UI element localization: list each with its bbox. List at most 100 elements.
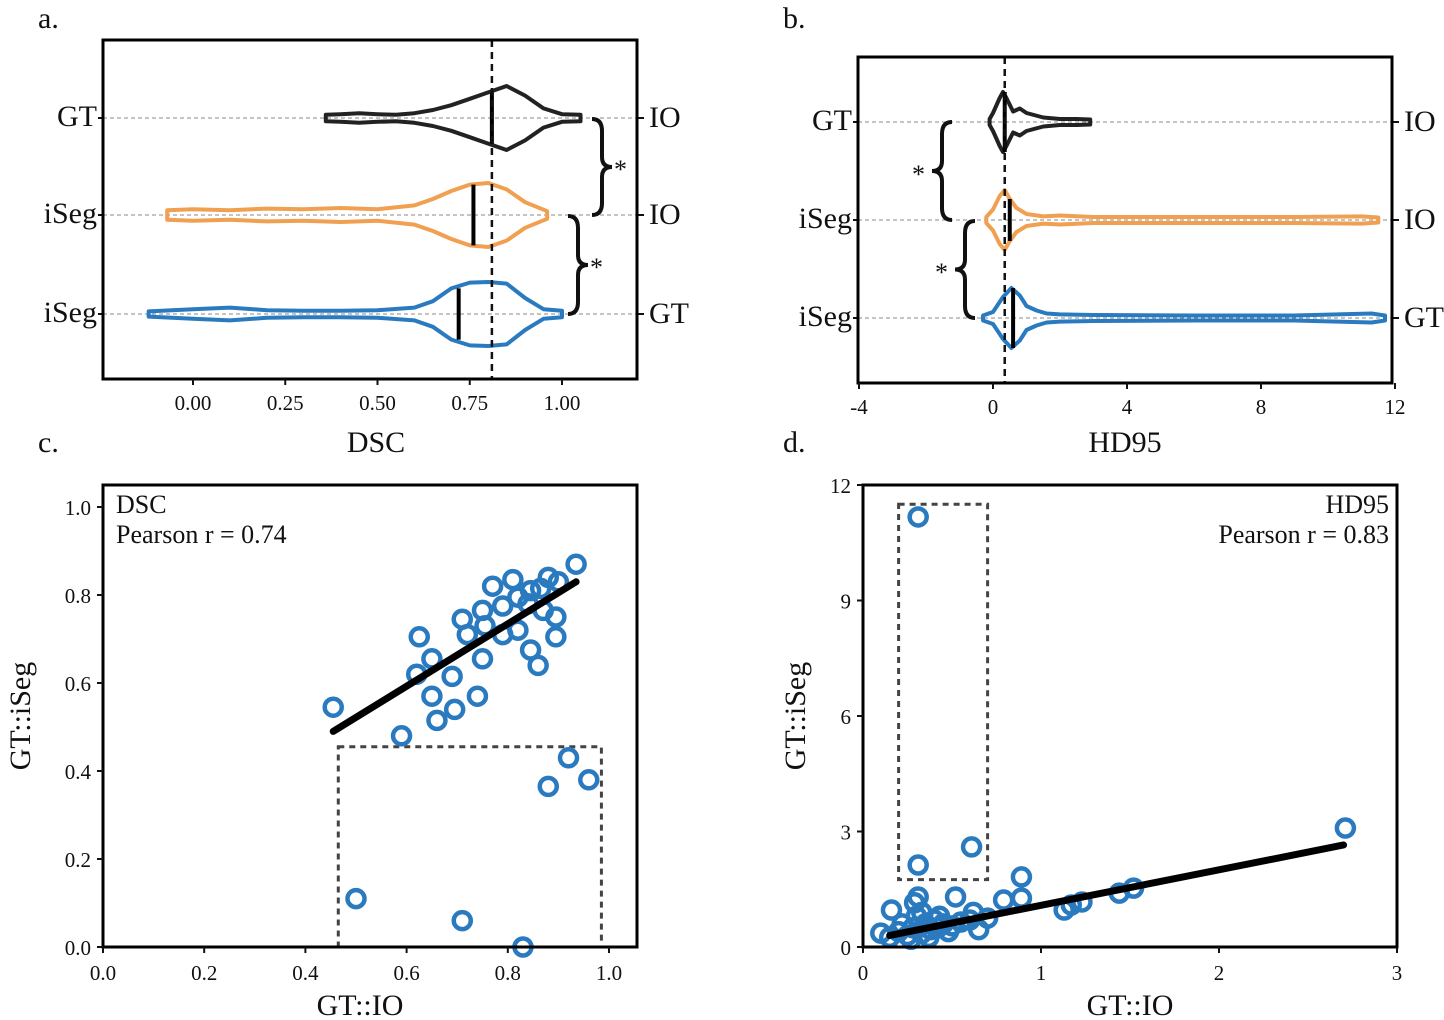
x-tick-label: 1.0 <box>596 961 622 985</box>
stat-annotation: HD95 <box>1325 490 1389 519</box>
significance-star: * <box>614 155 627 184</box>
x-tick-label: 4 <box>1122 395 1133 419</box>
outlier-box <box>897 502 990 882</box>
violin-blue <box>146 280 564 348</box>
data-point <box>390 725 413 747</box>
panel-label: c. <box>38 426 59 459</box>
data-point <box>960 836 983 858</box>
x-tick-label: 0.6 <box>393 961 419 985</box>
y-tick-label: 0.8 <box>65 584 91 608</box>
x-tick-label: 8 <box>1256 395 1267 419</box>
data-point <box>944 886 967 908</box>
data-point <box>322 696 344 718</box>
data-point <box>565 553 587 575</box>
panel-label: a. <box>38 2 59 35</box>
panel-label: d. <box>783 426 806 459</box>
row-label-right: GT <box>649 297 689 330</box>
x-tick-label: 0.8 <box>495 961 521 985</box>
x-axis-label: DSC <box>347 426 405 459</box>
data-point <box>502 568 524 591</box>
row-label-left: GT <box>812 104 852 137</box>
x-axis-label: GT::IO <box>1087 989 1174 1020</box>
x-tick-label: 0.4 <box>292 961 319 985</box>
x-tick-label: 0.00 <box>175 391 212 415</box>
row-label-left: iSeg <box>44 296 97 329</box>
y-tick-label: 0.4 <box>65 760 92 784</box>
y-axis-label: GT::iSeg <box>779 662 812 771</box>
significance-star: * <box>912 160 925 189</box>
row-label-left: iSeg <box>44 197 97 230</box>
x-tick-label: 0 <box>858 961 869 985</box>
data-point <box>907 854 929 876</box>
data-point <box>456 623 479 646</box>
stat-annotation: Pearson r = 0.83 <box>1218 520 1389 549</box>
data-point <box>519 579 542 602</box>
panel-label: b. <box>783 2 806 35</box>
data-point <box>557 747 580 769</box>
data-point <box>529 577 552 600</box>
data-point <box>992 889 1015 911</box>
y-tick-label: 0 <box>841 936 852 960</box>
data-point <box>1334 817 1357 839</box>
violin-blue <box>981 286 1387 350</box>
significance-brace <box>567 214 589 316</box>
y-axis-label: GT::iSeg <box>4 662 37 771</box>
row-label-right: IO <box>649 101 681 134</box>
data-point <box>451 909 474 932</box>
scatter-panel-c: c. 0.0 0.2 0.4 0.6 0.8 1.0 0.0 0.2 0.4 0.6 0.8 1.0 GT… <box>4 426 639 1020</box>
data-point <box>880 899 903 921</box>
data-point <box>426 709 448 732</box>
x-tick-label: 0.2 <box>191 961 217 985</box>
y-tick-label: 3 <box>841 821 852 845</box>
significance-brace <box>954 219 976 320</box>
row-label-left: iSeg <box>799 202 852 235</box>
data-point <box>545 606 567 628</box>
violin-orange <box>165 181 550 249</box>
row-label-right: IO <box>1404 203 1436 236</box>
x-tick-label: 1.00 <box>544 391 581 415</box>
stat-annotation: Pearson r = 0.74 <box>116 520 287 549</box>
x-axis-label: GT::IO <box>317 989 404 1020</box>
data-point <box>466 685 489 707</box>
stat-annotation: DSC <box>116 490 167 519</box>
row-label-left: iSeg <box>799 300 852 333</box>
x-tick-label: 12 <box>1385 395 1406 419</box>
data-point <box>1010 887 1033 909</box>
row-label-left: GT <box>57 100 97 133</box>
significance-brace <box>591 117 613 217</box>
x-tick-label: 3 <box>1392 961 1403 985</box>
data-point <box>421 685 443 707</box>
x-axis-label: HD95 <box>1088 426 1161 459</box>
plot-frame <box>101 483 639 949</box>
y-tick-label: 1.0 <box>65 496 91 520</box>
row-label-right: IO <box>649 198 681 231</box>
y-tick-label: 12 <box>830 474 851 498</box>
x-tick-label: 2 <box>1214 961 1225 985</box>
data-point <box>443 698 466 721</box>
y-tick-label: 0.6 <box>65 672 91 696</box>
row-label-right: IO <box>1404 105 1436 138</box>
data-point <box>481 575 504 597</box>
data-point <box>471 648 494 670</box>
plot-frame <box>861 483 1399 949</box>
x-tick-label: 0.0 <box>90 961 116 985</box>
x-tick-label: 1 <box>1036 961 1047 985</box>
y-tick-label: 0.0 <box>65 936 91 960</box>
data-point <box>545 626 567 648</box>
significance-star: * <box>590 253 603 282</box>
data-point <box>1010 866 1033 888</box>
row-label-right: GT <box>1404 301 1444 334</box>
data-point <box>527 654 549 677</box>
y-tick-label: 9 <box>841 590 852 614</box>
data-point <box>345 887 367 910</box>
x-tick-label: 0.25 <box>267 391 304 415</box>
violin-panel-a: a. GT IO iSeg IO iSeg GT 0.00 0.25 0.50 0.75 1.00 DS… <box>38 2 689 459</box>
plot-frame <box>101 38 639 381</box>
violin-black <box>323 84 583 152</box>
significance-star: * <box>935 258 948 287</box>
data-point <box>408 626 430 648</box>
data-point <box>907 506 929 528</box>
regression-line <box>329 578 580 735</box>
violin-panel-b: b. GT IO iSeg IO iSeg GT -4 0 4 8 12 HD95 <box>783 2 1444 459</box>
